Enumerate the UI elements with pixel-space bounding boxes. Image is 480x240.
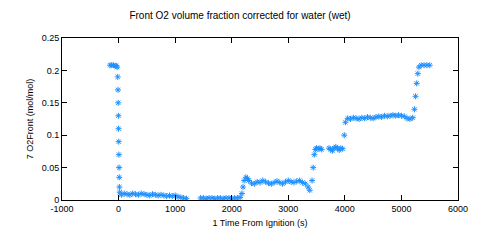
svg-text:3000: 3000: [278, 204, 298, 214]
svg-text:0.1: 0.1: [47, 130, 60, 140]
svg-text:4000: 4000: [335, 204, 355, 214]
svg-text:0.2: 0.2: [47, 66, 60, 76]
svg-text:0: 0: [116, 204, 121, 214]
svg-text:Front O2 volume fraction corre: Front O2 volume fraction corrected for w…: [129, 10, 350, 21]
svg-text:6000: 6000: [448, 204, 468, 214]
svg-text:5000: 5000: [391, 204, 411, 214]
svg-text:1000: 1000: [165, 204, 185, 214]
svg-text:0.05: 0.05: [42, 163, 60, 173]
svg-text:0.15: 0.15: [42, 98, 60, 108]
svg-text:7 O2Front (mol/mol): 7 O2Front (mol/mol): [25, 79, 35, 160]
svg-text:2000: 2000: [222, 204, 242, 214]
svg-text:1 Time From Ignition (s): 1 Time From Ignition (s): [212, 218, 307, 228]
svg-text:0.25: 0.25: [42, 33, 60, 43]
svg-text:-1000: -1000: [50, 204, 73, 214]
svg-text:0: 0: [54, 195, 59, 205]
